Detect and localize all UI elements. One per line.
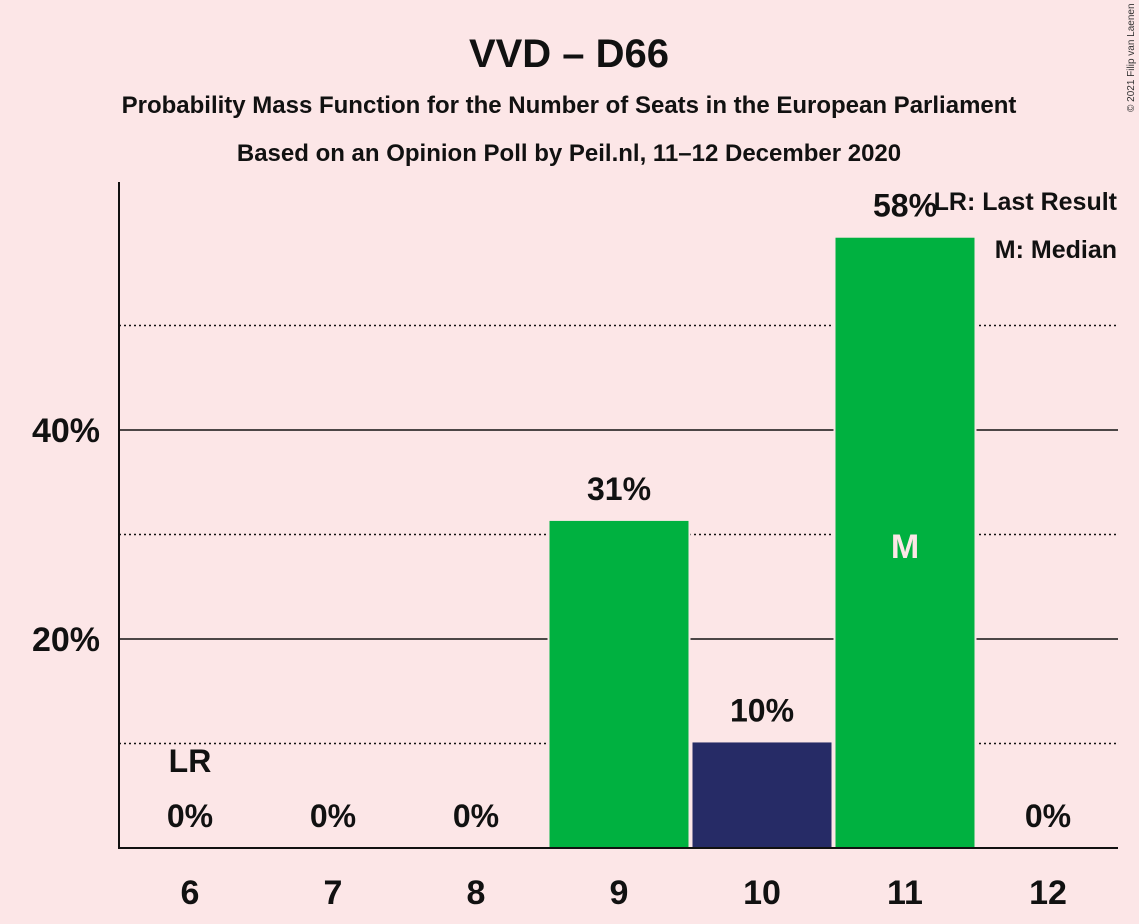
x-tick-label-10: 10 (743, 874, 781, 912)
copyright-notice: © 2021 Filip van Laenen (1126, 3, 1137, 112)
last-result-marker: LR (169, 743, 212, 779)
bar-10 (692, 742, 832, 848)
data-labels: 0% LR 0% 0% 31% 10% 58% M 0% (167, 188, 1071, 834)
y-tick-label-20: 20% (32, 621, 100, 659)
y-axis-ticks: 20% 40% (32, 412, 100, 659)
data-label-6: 0% (167, 798, 213, 834)
median-marker: M (891, 528, 919, 566)
data-label-7: 0% (310, 798, 356, 834)
bars (547, 236, 977, 849)
legend-last-result: LR: Last Result (934, 188, 1118, 216)
x-tick-label-11: 11 (887, 874, 923, 912)
x-tick-label-8: 8 (467, 874, 486, 912)
x-tick-label-6: 6 (181, 874, 200, 912)
x-tick-label-12: 12 (1029, 874, 1067, 912)
legend-median: M: Median (995, 236, 1117, 264)
chart-subtitle: Probability Mass Function for the Number… (122, 92, 1017, 119)
bar-11 (835, 237, 975, 849)
x-tick-label-9: 9 (610, 874, 629, 912)
data-label-9: 31% (587, 471, 651, 507)
chart-title: VVD – D66 (469, 32, 669, 76)
x-axis-ticks: 6 7 8 9 10 11 12 (181, 874, 1067, 912)
chart-source: Based on an Opinion Poll by Peil.nl, 11–… (237, 140, 901, 167)
y-tick-label-40: 40% (32, 412, 100, 450)
data-label-8: 0% (453, 798, 499, 834)
bar-9 (549, 520, 689, 848)
data-label-12: 0% (1025, 798, 1071, 834)
x-tick-label-7: 7 (324, 874, 343, 912)
data-label-10: 10% (730, 692, 794, 728)
data-label-11: 58% (873, 188, 937, 224)
